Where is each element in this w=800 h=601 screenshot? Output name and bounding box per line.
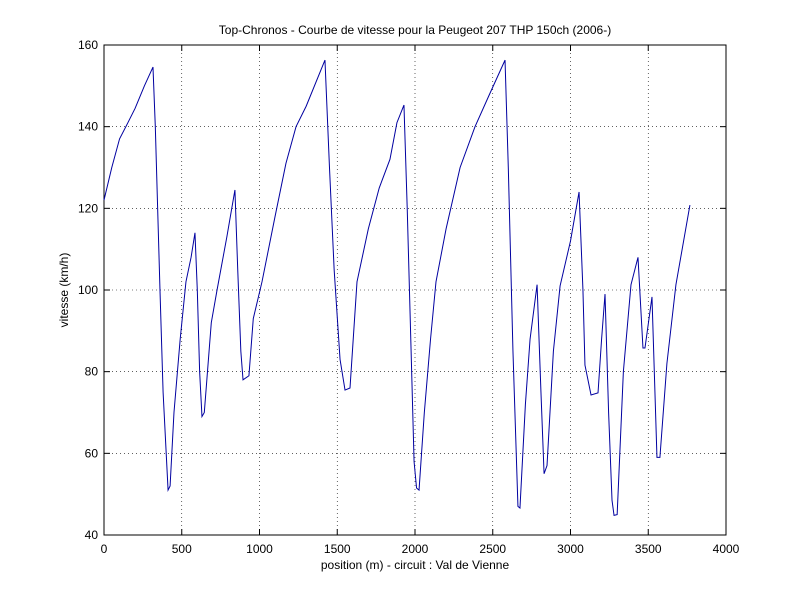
line-series [103,59,691,517]
x-tick-label: 2500 [479,542,506,556]
x-tick-label: 1500 [324,542,351,556]
y-tick-label: 140 [78,120,98,134]
x-tick-label: 3000 [557,542,584,556]
x-tick-label: 500 [172,542,192,556]
x-tick-label: 2000 [402,542,429,556]
y-tick-label: 100 [78,283,98,297]
x-tick-label: 4000 [713,542,740,556]
y-tick-label: 120 [78,201,98,215]
x-axis-label: position (m) - circuit : Val de Vienne [321,558,510,572]
x-tick-label: 1000 [246,542,273,556]
y-tick-label: 80 [85,365,99,379]
y-tick-label: 60 [85,446,99,460]
y-tick-label: 160 [78,38,98,52]
x-tick-label: 3500 [635,542,662,556]
y-tick-label: 40 [85,528,99,542]
x-tick-label: 0 [101,542,108,556]
y-axis-label: vitesse (km/h) [57,253,71,328]
chart-title: Top-Chronos - Courbe de vitesse pour la … [219,23,611,37]
plot-frame [103,44,727,536]
